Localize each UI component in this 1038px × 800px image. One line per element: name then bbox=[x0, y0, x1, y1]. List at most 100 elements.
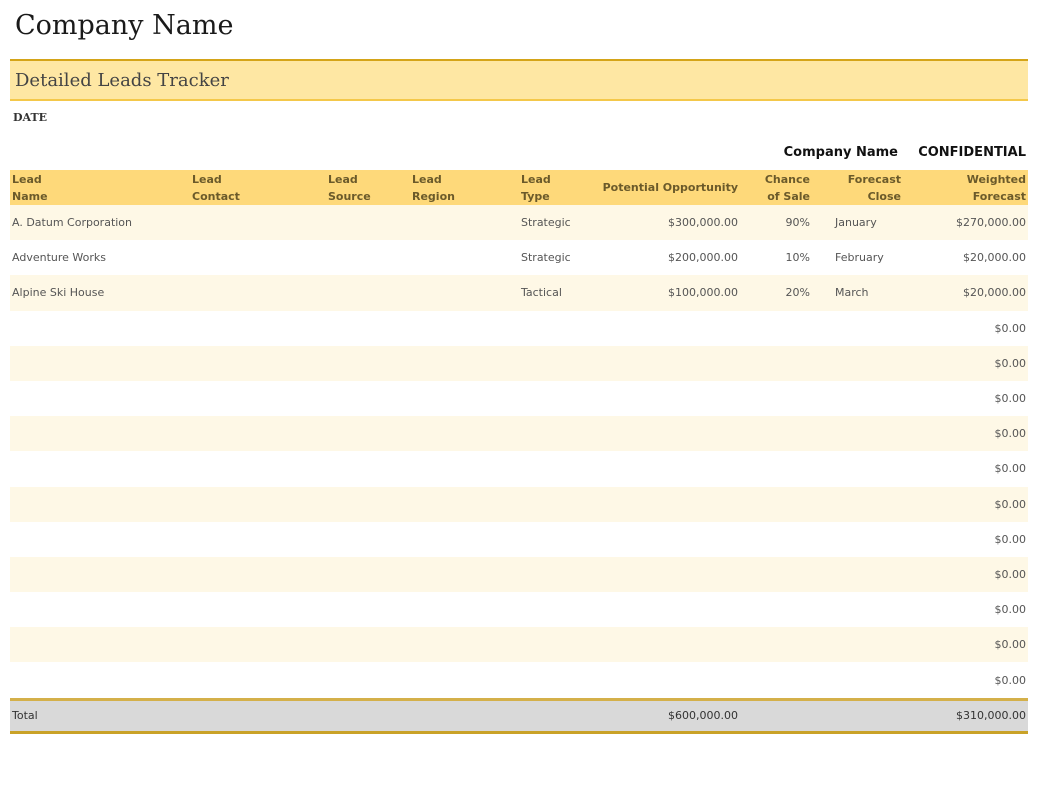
total-weighted[interactable]: $310,000.00 bbox=[903, 697, 1028, 734]
column-header-lead-name[interactable]: Lead Name bbox=[10, 170, 190, 205]
cell-forecast-close[interactable] bbox=[812, 416, 903, 452]
cell-lead-contact[interactable] bbox=[190, 592, 326, 628]
cell-lead-name[interactable]: Alpine Ski House bbox=[10, 275, 190, 311]
cell-lead-region[interactable] bbox=[410, 521, 519, 557]
cell-lead-source[interactable] bbox=[326, 345, 410, 381]
cell-weighted-forecast[interactable]: $0.00 bbox=[903, 486, 1028, 522]
cell-lead-type[interactable] bbox=[519, 521, 600, 557]
cell-lead-name[interactable] bbox=[10, 486, 190, 522]
cell-lead-region[interactable] bbox=[410, 592, 519, 628]
cell-chance-of-sale[interactable]: 20% bbox=[740, 275, 812, 311]
cell-chance-of-sale[interactable] bbox=[740, 662, 812, 700]
cell-weighted-forecast[interactable]: $0.00 bbox=[903, 380, 1028, 417]
cell-lead-region[interactable] bbox=[410, 205, 519, 241]
cell-forecast-close[interactable] bbox=[812, 345, 903, 381]
cell-lead-source[interactable] bbox=[326, 521, 410, 557]
cell-lead-name[interactable]: A. Datum Corporation bbox=[10, 205, 190, 241]
cell-lead-source[interactable] bbox=[326, 556, 410, 593]
cell-lead-name[interactable]: Adventure Works bbox=[10, 240, 190, 276]
cell-lead-name[interactable] bbox=[10, 556, 190, 593]
cell-lead-type[interactable] bbox=[519, 345, 600, 381]
cell-lead-type[interactable] bbox=[519, 451, 600, 487]
cell-weighted-forecast[interactable]: $20,000.00 bbox=[903, 240, 1028, 276]
cell-lead-region[interactable] bbox=[410, 416, 519, 452]
cell-weighted-forecast[interactable]: $0.00 bbox=[903, 345, 1028, 381]
cell-lead-source[interactable] bbox=[326, 486, 410, 522]
cell-weighted-forecast[interactable]: $0.00 bbox=[903, 521, 1028, 557]
cell-weighted-forecast[interactable]: $0.00 bbox=[903, 451, 1028, 487]
cell-lead-source[interactable] bbox=[326, 627, 410, 663]
cell-forecast-close[interactable] bbox=[812, 627, 903, 663]
total-label[interactable]: Total bbox=[10, 697, 190, 734]
cell-lead-name[interactable] bbox=[10, 416, 190, 452]
cell-weighted-forecast[interactable]: $0.00 bbox=[903, 416, 1028, 452]
cell-lead-region[interactable] bbox=[410, 380, 519, 417]
column-header-weighted-forecast[interactable]: Weighted Forecast bbox=[903, 170, 1028, 205]
cell-forecast-close[interactable]: March bbox=[812, 275, 903, 311]
cell-lead-source[interactable] bbox=[326, 416, 410, 452]
cell-forecast-close[interactable] bbox=[812, 380, 903, 417]
cell-lead-contact[interactable] bbox=[190, 380, 326, 417]
cell-potential-opportunity[interactable] bbox=[600, 380, 740, 417]
cell-lead-name[interactable] bbox=[10, 627, 190, 663]
cell-lead-name[interactable] bbox=[10, 521, 190, 557]
cell-lead-name[interactable] bbox=[10, 380, 190, 417]
cell-lead-region[interactable] bbox=[410, 627, 519, 663]
cell-potential-opportunity[interactable]: $100,000.00 bbox=[600, 275, 740, 311]
cell-potential-opportunity[interactable]: $200,000.00 bbox=[600, 240, 740, 276]
cell-lead-region[interactable] bbox=[410, 345, 519, 381]
cell-potential-opportunity[interactable] bbox=[600, 662, 740, 700]
cell-lead-type[interactable]: Tactical bbox=[519, 275, 600, 311]
cell-lead-source[interactable] bbox=[326, 310, 410, 346]
column-header-lead-source[interactable]: Lead Source bbox=[326, 170, 410, 205]
cell-lead-name[interactable] bbox=[10, 451, 190, 487]
cell-lead-name[interactable] bbox=[10, 310, 190, 346]
cell-lead-source[interactable] bbox=[326, 662, 410, 700]
cell-forecast-close[interactable] bbox=[812, 486, 903, 522]
cell-forecast-close[interactable] bbox=[812, 662, 903, 700]
cell-lead-contact[interactable] bbox=[190, 521, 326, 557]
cell-lead-contact[interactable] bbox=[190, 310, 326, 346]
date-label[interactable]: DATE bbox=[13, 111, 48, 124]
confidential-label[interactable]: CONFIDENTIAL bbox=[918, 145, 1026, 160]
cell-lead-source[interactable] bbox=[326, 205, 410, 241]
cell-forecast-close[interactable] bbox=[812, 310, 903, 346]
cell-lead-type[interactable] bbox=[519, 416, 600, 452]
company-name-header[interactable]: Company Name bbox=[783, 145, 898, 160]
cell-lead-type[interactable] bbox=[519, 486, 600, 522]
cell-lead-type[interactable] bbox=[519, 556, 600, 593]
cell-lead-name[interactable] bbox=[10, 592, 190, 628]
cell-lead-contact[interactable] bbox=[190, 451, 326, 487]
cell-weighted-forecast[interactable]: $270,000.00 bbox=[903, 205, 1028, 241]
cell-chance-of-sale[interactable] bbox=[740, 310, 812, 346]
cell-potential-opportunity[interactable] bbox=[600, 521, 740, 557]
column-header-lead-type[interactable]: Lead Type bbox=[519, 170, 600, 205]
cell-forecast-close[interactable]: February bbox=[812, 240, 903, 276]
cell-weighted-forecast[interactable]: $20,000.00 bbox=[903, 275, 1028, 311]
cell-potential-opportunity[interactable] bbox=[600, 416, 740, 452]
cell-chance-of-sale[interactable] bbox=[740, 416, 812, 452]
cell-lead-contact[interactable] bbox=[190, 662, 326, 700]
column-header-lead-region[interactable]: Lead Region bbox=[410, 170, 519, 205]
column-header-potential-opportunity[interactable]: Potential Opportunity bbox=[600, 170, 740, 205]
cell-potential-opportunity[interactable] bbox=[600, 310, 740, 346]
cell-chance-of-sale[interactable] bbox=[740, 451, 812, 487]
cell-lead-region[interactable] bbox=[410, 662, 519, 700]
cell-chance-of-sale[interactable]: 10% bbox=[740, 240, 812, 276]
cell-lead-type[interactable] bbox=[519, 627, 600, 663]
cell-lead-type[interactable] bbox=[519, 310, 600, 346]
cell-chance-of-sale[interactable] bbox=[740, 380, 812, 417]
cell-weighted-forecast[interactable]: $0.00 bbox=[903, 627, 1028, 663]
cell-lead-source[interactable] bbox=[326, 240, 410, 276]
column-header-forecast-close[interactable]: Forecast Close bbox=[812, 170, 903, 205]
cell-lead-contact[interactable] bbox=[190, 240, 326, 276]
cell-lead-region[interactable] bbox=[410, 486, 519, 522]
cell-lead-contact[interactable] bbox=[190, 275, 326, 311]
cell-lead-type[interactable]: Strategic bbox=[519, 205, 600, 241]
cell-chance-of-sale[interactable]: 90% bbox=[740, 205, 812, 241]
cell-lead-source[interactable] bbox=[326, 451, 410, 487]
cell-chance-of-sale[interactable] bbox=[740, 345, 812, 381]
cell-lead-name[interactable] bbox=[10, 345, 190, 381]
cell-weighted-forecast[interactable]: $0.00 bbox=[903, 662, 1028, 700]
cell-lead-contact[interactable] bbox=[190, 627, 326, 663]
